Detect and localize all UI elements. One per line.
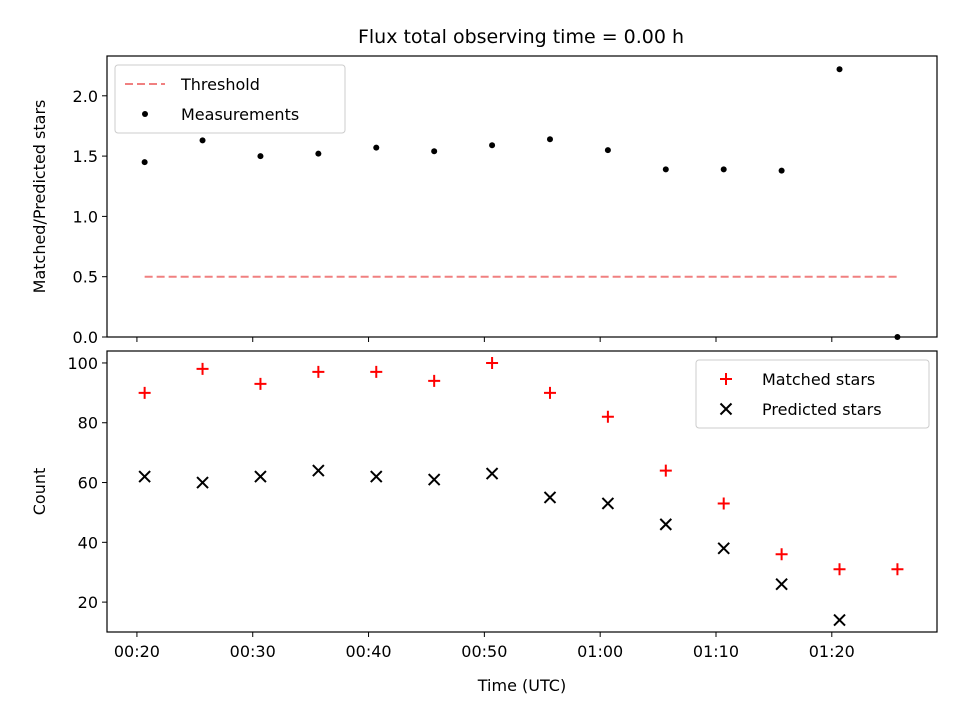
x-axis-label: Time (UTC) <box>477 676 566 695</box>
predicted-star-point <box>138 470 151 483</box>
y-tick-label: 60 <box>78 474 98 493</box>
x-tick-label: 01:20 <box>809 642 855 661</box>
y-tick-label: 20 <box>78 593 98 612</box>
predicted-star-point <box>254 470 267 483</box>
y-tick-label: 0.5 <box>73 268 98 287</box>
top-panel: 0.0 0.5 1.0 1.5 2.0 Matched/Predicted stars Th… <box>30 55 938 347</box>
y-tick-label: 1.5 <box>73 147 98 166</box>
predicted-star-point <box>312 464 325 477</box>
matched-star-point <box>543 386 556 399</box>
legend-box <box>114 64 346 134</box>
matched-star-point <box>601 410 614 423</box>
axes-frame <box>106 55 938 338</box>
matched-star-point <box>775 548 788 561</box>
axes-frame <box>106 350 938 633</box>
y-tick-label: 40 <box>78 533 98 552</box>
matched-star-point <box>138 386 151 399</box>
measurement-point <box>720 166 727 173</box>
predicted-star-point <box>833 613 846 627</box>
y-tick-label: 80 <box>78 414 98 433</box>
predicted-star-point <box>485 467 499 480</box>
matched-star-point <box>659 464 672 477</box>
matched-star-point <box>370 365 383 378</box>
measurement-point <box>604 147 611 154</box>
measurement-point <box>546 136 553 143</box>
y-tick-label: 100 <box>67 354 98 373</box>
y-axis-label: Matched/Predicted stars <box>30 100 49 294</box>
chart-title: Flux total observing time = 0.00 h <box>358 26 684 48</box>
x-tick-label: 00:40 <box>345 642 391 661</box>
predicted-star-point <box>543 491 557 504</box>
measurement-point <box>373 144 380 151</box>
matched-star-point <box>486 356 499 369</box>
bottom-panel: 20 40 60 80 100 00:20 00:30 00:40 00:50 01:00 01:1… <box>30 350 938 695</box>
x-tick-label: 01:10 <box>693 642 739 661</box>
legend-label: Matched stars <box>762 370 875 389</box>
measurement-point <box>315 150 322 157</box>
measurement-point <box>199 137 206 144</box>
matched-star-point <box>428 374 441 387</box>
matched-star-point <box>312 365 325 378</box>
predicted-star-point <box>717 542 730 555</box>
legend-predicted-swatch <box>719 402 733 416</box>
x-tick-label: 01:00 <box>577 642 623 661</box>
x-tick-label: 00:20 <box>114 642 160 661</box>
y-axis-label: Count <box>30 468 49 516</box>
y-tick-label: 1.0 <box>73 207 98 226</box>
measurement-point <box>257 153 264 160</box>
matched-star-point <box>833 563 846 576</box>
legend-label: Predicted stars <box>762 400 882 419</box>
matched-star-point <box>891 563 904 576</box>
x-tick-label: 00:30 <box>230 642 276 661</box>
predicted-star-point <box>659 518 673 531</box>
measurement-point <box>836 66 843 73</box>
measurement-point <box>489 142 496 149</box>
y-tick-label: 2.0 <box>73 87 98 106</box>
measurement-point <box>778 167 785 174</box>
predicted-star-point <box>196 476 209 489</box>
x-tick-label: 00:50 <box>461 642 507 661</box>
legend-box <box>695 359 930 429</box>
predicted-star-point <box>370 470 383 483</box>
matched-star-point <box>254 377 267 390</box>
legend-matched-swatch <box>720 373 732 385</box>
predicted-star-point <box>427 473 441 486</box>
y-tick-label: 0.0 <box>73 328 98 347</box>
measurement-point <box>662 166 669 173</box>
measurement-point <box>431 148 438 155</box>
predicted-star-point <box>601 497 615 510</box>
legend-label: Threshold <box>180 75 260 94</box>
predicted-star-point <box>775 577 788 591</box>
measurement-point <box>141 159 148 166</box>
legend-measurement-swatch <box>142 111 148 117</box>
matched-star-point <box>717 497 730 510</box>
measurement-point <box>894 334 901 340</box>
legend-label: Measurements <box>181 105 299 124</box>
matched-star-point <box>196 362 209 375</box>
